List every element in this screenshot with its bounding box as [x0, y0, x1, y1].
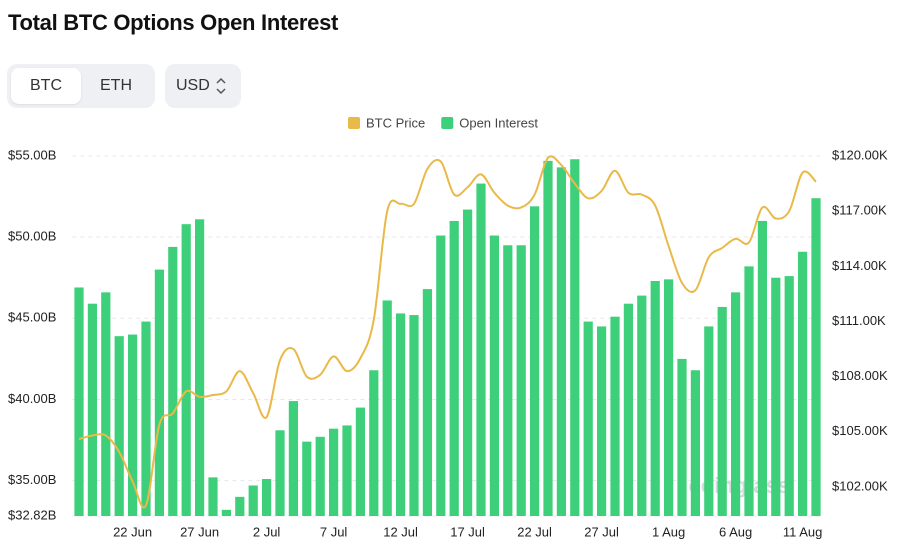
- x-tick-label: 11 Aug: [783, 524, 823, 539]
- bar: [798, 251, 808, 516]
- bar: [288, 401, 298, 516]
- bar: [744, 266, 754, 516]
- x-tick-label: 12 Jul: [383, 524, 418, 539]
- legend-swatch: [441, 117, 454, 129]
- bar: [141, 321, 151, 516]
- bar: [811, 198, 821, 516]
- bar: [704, 326, 714, 516]
- y-tick-label: $35.00B: [8, 472, 56, 487]
- legend-label: BTC Price: [366, 115, 425, 130]
- bar: [436, 235, 446, 516]
- btc-button[interactable]: BTC: [11, 68, 81, 104]
- bar: [677, 358, 687, 516]
- bar: [476, 183, 486, 517]
- bar: [315, 436, 325, 516]
- bar: [329, 428, 339, 516]
- bar: [690, 370, 700, 516]
- bar: [422, 289, 432, 516]
- legend-swatch: [348, 117, 360, 129]
- bar: [543, 160, 553, 516]
- select-arrows: [216, 77, 226, 95]
- bar: [208, 477, 218, 516]
- bar: [637, 295, 647, 516]
- y2-tick-label: $120.00K: [832, 147, 888, 162]
- bar: [396, 313, 406, 516]
- bar: [114, 336, 124, 516]
- bar: [168, 246, 178, 516]
- coin-toggle: BTC ETH: [7, 64, 155, 108]
- bar: [623, 303, 633, 516]
- bar: [302, 441, 312, 516]
- bar: [342, 425, 352, 516]
- bar: [463, 209, 473, 516]
- bar: [87, 303, 97, 516]
- bar: [731, 292, 741, 516]
- x-tick-label: 22 Jun: [113, 524, 152, 539]
- x-tick-label: 27 Jul: [584, 524, 619, 539]
- bar: [195, 219, 205, 516]
- y2-tick-label: $105.00K: [832, 423, 888, 438]
- legend-label: Open Interest: [459, 115, 538, 130]
- bar: [650, 280, 660, 516]
- bar: [369, 370, 379, 516]
- y-tick-label: $50.00B: [8, 229, 56, 244]
- bar: [597, 326, 607, 516]
- y2-tick-label: $108.00K: [832, 368, 888, 383]
- bar: [717, 306, 727, 516]
- bar: [275, 430, 285, 516]
- bar: [154, 269, 164, 516]
- bar: [181, 224, 191, 516]
- currency-select[interactable]: USD: [165, 64, 241, 108]
- bar: [757, 220, 767, 517]
- bar: [583, 321, 593, 516]
- bar: [248, 485, 258, 516]
- bar: [382, 300, 392, 516]
- y2-tick-label: $117.00K: [832, 203, 887, 218]
- bar: [235, 496, 245, 516]
- y-tick-label: $40.00B: [8, 391, 56, 406]
- y2-tick-label: $102.00K: [832, 478, 888, 493]
- y-tick-label: $55.00B: [8, 147, 56, 162]
- bar: [516, 245, 526, 517]
- bar: [530, 206, 540, 516]
- y2-tick-label: $111.00K: [832, 313, 886, 328]
- eth-button[interactable]: ETH: [100, 77, 132, 94]
- y-tick-label: $45.00B: [8, 310, 56, 325]
- x-tick-label: 1 Aug: [652, 524, 685, 539]
- x-tick-label: 27 Jun: [180, 524, 219, 539]
- bar: [262, 478, 272, 516]
- bar: [771, 277, 781, 516]
- bar: [101, 292, 111, 516]
- bar: [556, 167, 566, 517]
- bar: [784, 276, 794, 516]
- watermark: coinglass: [689, 473, 790, 498]
- bar: [221, 509, 231, 516]
- currency-label: USD: [176, 77, 210, 94]
- bar: [610, 316, 620, 516]
- x-tick-label: 22 Jul: [517, 524, 552, 539]
- y-tick-label: $32.82B: [8, 507, 56, 522]
- bar: [128, 334, 138, 516]
- bar: [489, 235, 499, 516]
- bar: [570, 159, 580, 517]
- page-title: Total BTC Options Open Interest: [8, 10, 339, 35]
- x-tick-label: 6 Aug: [719, 524, 752, 539]
- y2-tick-label: $114.00K: [832, 258, 887, 273]
- x-tick-label: 2 Jul: [253, 524, 281, 539]
- bar: [409, 315, 419, 516]
- bar: [664, 279, 674, 516]
- x-tick-label: 7 Jul: [320, 524, 348, 539]
- price-line: [78, 155, 817, 509]
- bar: [503, 245, 513, 517]
- bar: [74, 287, 84, 516]
- x-tick-label: 17 Jul: [450, 524, 485, 539]
- bar: [355, 407, 365, 516]
- bar: [449, 220, 459, 517]
